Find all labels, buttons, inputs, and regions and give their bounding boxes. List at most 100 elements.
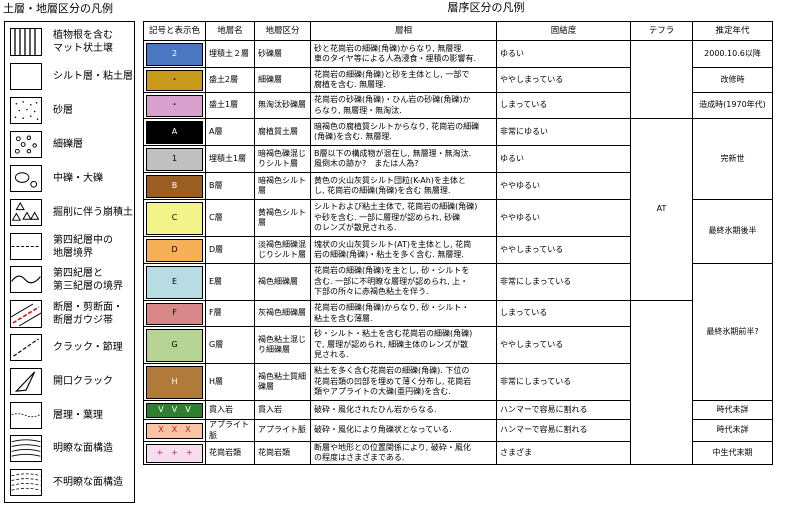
- layer-facies: 破砕・風化により角礫状となっている.: [310, 419, 497, 442]
- layer-symbol-cell: E: [143, 263, 206, 301]
- layer-name: C層: [205, 199, 255, 237]
- layer-division: 褐色粘土混じり細礫層: [254, 326, 311, 364]
- layer-tephra: AT: [630, 118, 693, 301]
- layer-division: 暗褐色礫混じりシルト層: [254, 145, 311, 173]
- legend-item-label: 第四紀層中の 地層境界: [53, 234, 113, 259]
- legend-item-label: 中礫・大礫: [53, 173, 103, 184]
- layer-symbol-cell: 1: [143, 145, 206, 173]
- layer-color-swatch: 2: [146, 42, 203, 66]
- layer-division: アプライト脈: [254, 419, 311, 442]
- legend-item: 砂層: [5, 97, 134, 124]
- layer-facies: シルトおよび粘土主体で, 花崗岩の細礫(角礫) や砂を含む. 一部に層理が認められ…: [310, 199, 497, 237]
- table-row: ・盛土2層 細礫層 花崗岩の細礫(角礫)と砂を主体とし, 一部で 腐植を含む. 無層理…: [143, 67, 773, 93]
- layer-age: 時代未詳: [692, 419, 773, 442]
- layer-symbol-cell: + + +: [143, 441, 206, 465]
- header-division: 地層区分: [254, 21, 311, 41]
- layer-name: 盛土2層: [205, 67, 255, 93]
- legend-item: 第四紀層と 第三紀層の境界: [5, 266, 134, 293]
- layer-division: 褐色細礫層: [254, 263, 311, 301]
- table-header-row: 記号と表示色 地層名 地層区分 層相 固結度 テフラ 推定年代: [143, 21, 773, 41]
- layer-symbol-cell: ・: [143, 67, 206, 93]
- layer-facies: 破砕・風化されたひん岩からなる.: [310, 400, 497, 420]
- layer-consolidation: ややゆるい: [496, 199, 631, 237]
- layer-color-swatch: A: [146, 120, 203, 144]
- wavy-line-icon: [10, 266, 42, 293]
- layer-age: 改修時: [692, 67, 773, 93]
- layer-facies: 花崗岩の細礫(角礫)からなり, 砂・シルト・ 粘土を含む薄層.: [310, 300, 497, 327]
- layer-name: B層: [205, 172, 255, 200]
- legend-item-label: 細礫層: [53, 139, 83, 150]
- table-row: + + + 花崗岩類 花崗岩類 断層や地形との位置関係により, 破砕・風化 の程度はさま…: [143, 441, 773, 465]
- layer-name: 埋積土1層: [205, 145, 255, 173]
- fault-icon: [10, 300, 42, 328]
- header-symbol: 記号と表示色: [143, 21, 206, 41]
- layer-symbol-cell: B: [143, 172, 206, 200]
- layer-symbol-cell: G: [143, 326, 206, 364]
- layer-facies: 黄色の火山灰質シルト団粒(K-Ah)を主体と し, 花崗岩の細礫(角礫)を含む 無…: [310, 172, 497, 200]
- layer-consolidation: しまっている: [496, 92, 631, 119]
- legend-item-label: 明瞭な面構造: [53, 443, 113, 454]
- legend-panel: 植物根を含む マット状土壌 シルト層・粘土層 砂層 細礫層 中礫・大礫 掘削に伴う崩積土 第四…: [4, 21, 135, 503]
- layer-name: H層: [205, 363, 255, 401]
- layer-name: 貫入岩: [205, 400, 255, 420]
- layer-color-swatch: G: [146, 328, 203, 362]
- layer-consolidation: しまっている: [496, 300, 631, 327]
- layer-facies: 塊状の火山灰質シルト(AT)を主体とし, 花崗 岩の細礫(角礫)・粘土を多く含む.…: [310, 236, 497, 264]
- table-row: B B層 暗褐色シルト層 黄色の火山灰質シルト団粒(K-Ah)を主体と し, 花崗岩の細…: [143, 172, 773, 200]
- layer-color-swatch: V V V: [146, 402, 203, 418]
- legend-item-label: 層理・葉理: [53, 410, 103, 421]
- layer-age: 2000.10.6以降: [692, 40, 773, 68]
- layer-consolidation: ややしまっている: [496, 326, 631, 364]
- layer-symbol-cell: H: [143, 363, 206, 401]
- layer-color-swatch: C: [146, 201, 203, 235]
- layer-symbol-cell: F: [143, 300, 206, 327]
- layer-facies: 粘土を多く含む花崗岩の細礫(角礫). 下位の 花崗岩類の凹部を埋めて薄く分布し, …: [310, 363, 497, 401]
- layer-name: D層: [205, 236, 255, 264]
- layer-name: 盛土1層: [205, 92, 255, 119]
- header-age: 推定年代: [692, 21, 773, 41]
- table-row: F F層 灰褐色細礫層 花崗岩の細礫(角礫)からなり, 砂・シルト・ 粘土を含む薄層. し…: [143, 300, 773, 465]
- layer-division: 貫入岩: [254, 400, 311, 420]
- layer-color-swatch: 1: [146, 147, 203, 171]
- layer-tephra: [630, 300, 693, 465]
- legend-title: 土層・地層区分の凡例: [3, 2, 113, 15]
- layer-color-swatch: F: [146, 302, 203, 325]
- layer-consolidation: 非常にゆるい: [496, 118, 631, 146]
- layer-symbol-cell: 2: [143, 40, 206, 68]
- vertical-lines-icon: [10, 28, 42, 56]
- layer-symbol-cell: C: [143, 199, 206, 237]
- layer-symbol-cell: D: [143, 236, 206, 264]
- table-row: 1 埋積土1層 暗褐色礫混じりシルト層 B層以下の構成物が混在し, 無層理・無淘汰. 風…: [143, 145, 773, 173]
- table-row: G G層 褐色粘土混じり細礫層 砂・シルト・粘土を含む花崗岩の細礫(角礫) で, 層理が…: [143, 326, 773, 364]
- distinct-foliation-icon: [10, 435, 42, 462]
- legend-item-label: クラック・節理: [53, 342, 123, 353]
- layer-tephra: [630, 40, 693, 119]
- layer-age: 中生代末期: [692, 441, 773, 465]
- blank-icon: [10, 63, 42, 90]
- legend-item: 細礫層: [5, 131, 134, 158]
- layer-consolidation: ハンマーで容易に割れる: [496, 400, 631, 420]
- layer-color-swatch: ・: [146, 69, 203, 91]
- table-row: 2 埋積土２層 砂礫層 砂と花崗岩の細礫(角礫)からなり, 無層理. 車のタイヤ等による…: [143, 40, 773, 119]
- open-crack-icon: [10, 368, 42, 395]
- header-facies: 層相: [310, 21, 497, 41]
- legend-item: 開口クラック: [5, 368, 134, 395]
- layer-age: 最終氷期前半?: [692, 263, 773, 401]
- legend-item-label: シルト層・粘土層: [53, 71, 133, 82]
- legend-item: 中礫・大礫: [5, 165, 134, 192]
- legend-item-label: 不明瞭な面構造: [53, 477, 123, 488]
- layer-division: 無淘汰砂礫層: [254, 92, 311, 119]
- layer-symbol-cell: A: [143, 118, 206, 146]
- table-title: 層序区分の凡例: [447, 1, 525, 14]
- legend-item: 第四紀層中の 地層境界: [5, 233, 134, 260]
- layer-age: 時代未詳: [692, 400, 773, 420]
- layer-consolidation: ややしまっている: [496, 236, 631, 264]
- layer-consolidation: 非常にしまっている: [496, 263, 631, 301]
- indistinct-foliation-icon: [10, 469, 42, 496]
- header-name: 地層名: [205, 21, 255, 41]
- layer-facies: B層以下の構成物が混在し, 無層理・無淘汰. 風倒木の跡か? または人為?: [310, 145, 497, 173]
- crack-icon: [10, 334, 42, 361]
- dashed-line-icon: [10, 233, 42, 260]
- legend-item-label: 掘削に伴う崩積土: [53, 207, 133, 218]
- legend-item-label: 開口クラック: [53, 376, 113, 387]
